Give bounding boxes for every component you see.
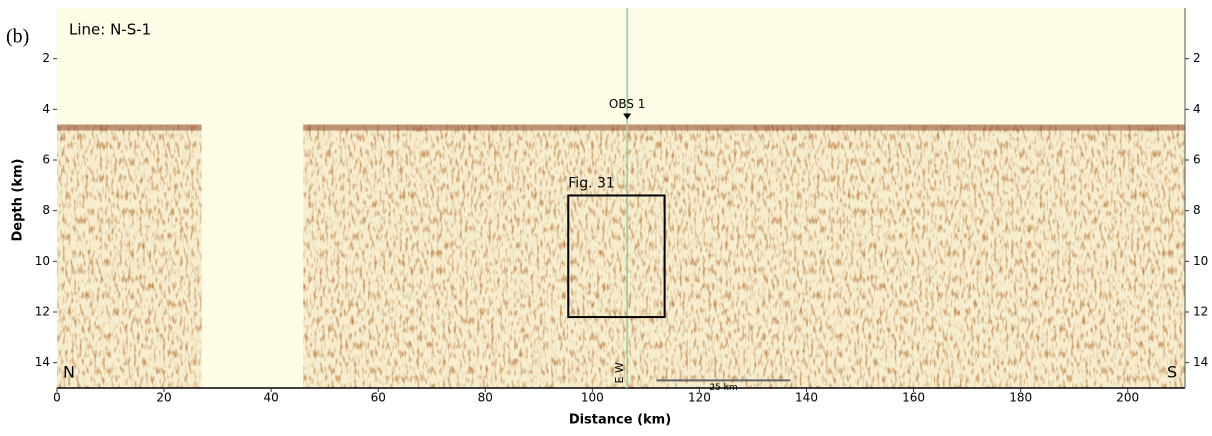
x-tick-label: 100 xyxy=(581,391,604,405)
scale-label: 25 km xyxy=(709,383,737,393)
seafloor-band xyxy=(57,124,202,131)
obs-marker xyxy=(623,113,632,120)
right-end-label: S xyxy=(1167,363,1177,382)
x-tick-label: 140 xyxy=(795,391,818,405)
y-tick-label-right: 2 xyxy=(1193,51,1201,65)
y-tick-label-right: 12 xyxy=(1193,305,1208,319)
panel-label: (b) xyxy=(6,26,29,48)
x-tick-label: 20 xyxy=(156,391,171,405)
y-tick-label-left: 10 xyxy=(35,254,50,268)
y-tick-label-left: 2 xyxy=(42,51,50,65)
crossing-label: E W xyxy=(613,362,626,383)
left-end-label: N xyxy=(63,363,75,382)
y-tick-label-right: 8 xyxy=(1193,203,1201,217)
data-texture xyxy=(303,124,1185,389)
x-tick-label: 200 xyxy=(1116,391,1139,405)
y-tick-label-right: 6 xyxy=(1193,153,1201,167)
y-tick-label-left: 14 xyxy=(35,355,50,369)
y-tick-label-right: 14 xyxy=(1193,355,1208,369)
x-tick-label: 0 xyxy=(53,391,61,405)
x-tick-label: 160 xyxy=(902,391,925,405)
y-tick-label-left: 8 xyxy=(42,203,50,217)
x-tick-label: 120 xyxy=(688,391,711,405)
y-axis-label: Depth (km) xyxy=(11,159,26,242)
seafloor-band xyxy=(303,124,1185,131)
y-tick-label-left: 12 xyxy=(35,305,50,319)
line-label: Line: N-S-1 xyxy=(69,21,151,39)
x-tick-label: 180 xyxy=(1009,391,1032,405)
y-tick-label-left: 4 xyxy=(42,102,50,116)
x-tick-label: 40 xyxy=(264,391,279,405)
x-axis-label: Distance (km) xyxy=(569,413,671,428)
x-tick-label: 80 xyxy=(478,391,493,405)
data-texture xyxy=(57,124,202,389)
figure-box xyxy=(567,194,666,319)
x-tick-label: 60 xyxy=(371,391,386,405)
box-label: Fig. 31 xyxy=(568,175,615,191)
y-tick-label-left: 6 xyxy=(42,153,50,167)
obs-label: OBS 1 xyxy=(609,97,646,111)
y-tick-label-right: 4 xyxy=(1193,102,1201,116)
y-tick-label-right: 10 xyxy=(1193,254,1208,268)
